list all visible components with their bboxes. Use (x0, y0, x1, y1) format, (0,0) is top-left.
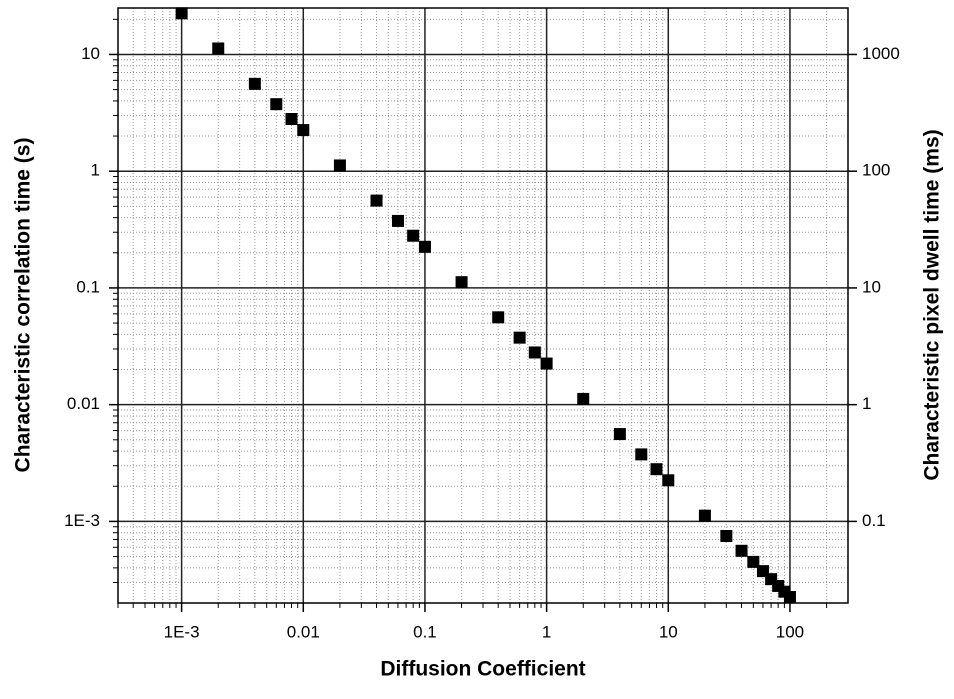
marker (577, 392, 590, 405)
y-tick-label: 0.01 (67, 394, 100, 413)
x-tick-label: 10 (659, 622, 678, 641)
marker (635, 448, 648, 461)
x-tick-label: 1 (542, 622, 551, 641)
marker (513, 331, 526, 344)
marker (747, 555, 760, 568)
marker (391, 214, 404, 227)
marker (662, 474, 675, 487)
marker (418, 240, 431, 253)
marker (370, 194, 383, 207)
y2-tick-label: 1 (862, 394, 871, 413)
y2-tick-label: 1000 (862, 44, 900, 63)
x-axis-label: Diffusion Coefficient (380, 658, 585, 681)
marker (528, 346, 541, 359)
marker (407, 229, 420, 242)
marker (650, 463, 663, 476)
marker (248, 77, 261, 90)
y2-tick-label: 10 (862, 277, 881, 296)
x-tick-label: 1E-3 (164, 622, 200, 641)
y2-axis-label: Characteristic pixel dwell time (ms) (921, 129, 944, 480)
x-tick-label: 0.01 (287, 622, 320, 641)
marker (735, 544, 748, 557)
marker (783, 591, 796, 604)
marker (613, 428, 626, 441)
y-axis-label: Characteristic correlation time (s) (12, 138, 35, 473)
y-tick-label: 1 (91, 161, 100, 180)
marker (455, 276, 468, 289)
x-tick-label: 100 (776, 622, 804, 641)
y-tick-label: 0.1 (76, 277, 100, 296)
marker (212, 42, 225, 55)
plot-frame (117, 7, 849, 604)
y2-tick-label: 0.1 (862, 511, 886, 530)
y-tick-label: 1E-3 (64, 511, 100, 530)
marker (698, 509, 711, 522)
marker (297, 124, 310, 137)
marker (720, 529, 733, 542)
y2-tick-label: 100 (862, 161, 890, 180)
marker (270, 98, 283, 111)
marker (285, 112, 298, 125)
marker (540, 357, 553, 370)
x-tick-label: 0.1 (413, 622, 437, 641)
marker (492, 311, 505, 324)
marker (333, 159, 346, 172)
y-tick-label: 10 (81, 44, 100, 63)
marker (175, 7, 188, 20)
